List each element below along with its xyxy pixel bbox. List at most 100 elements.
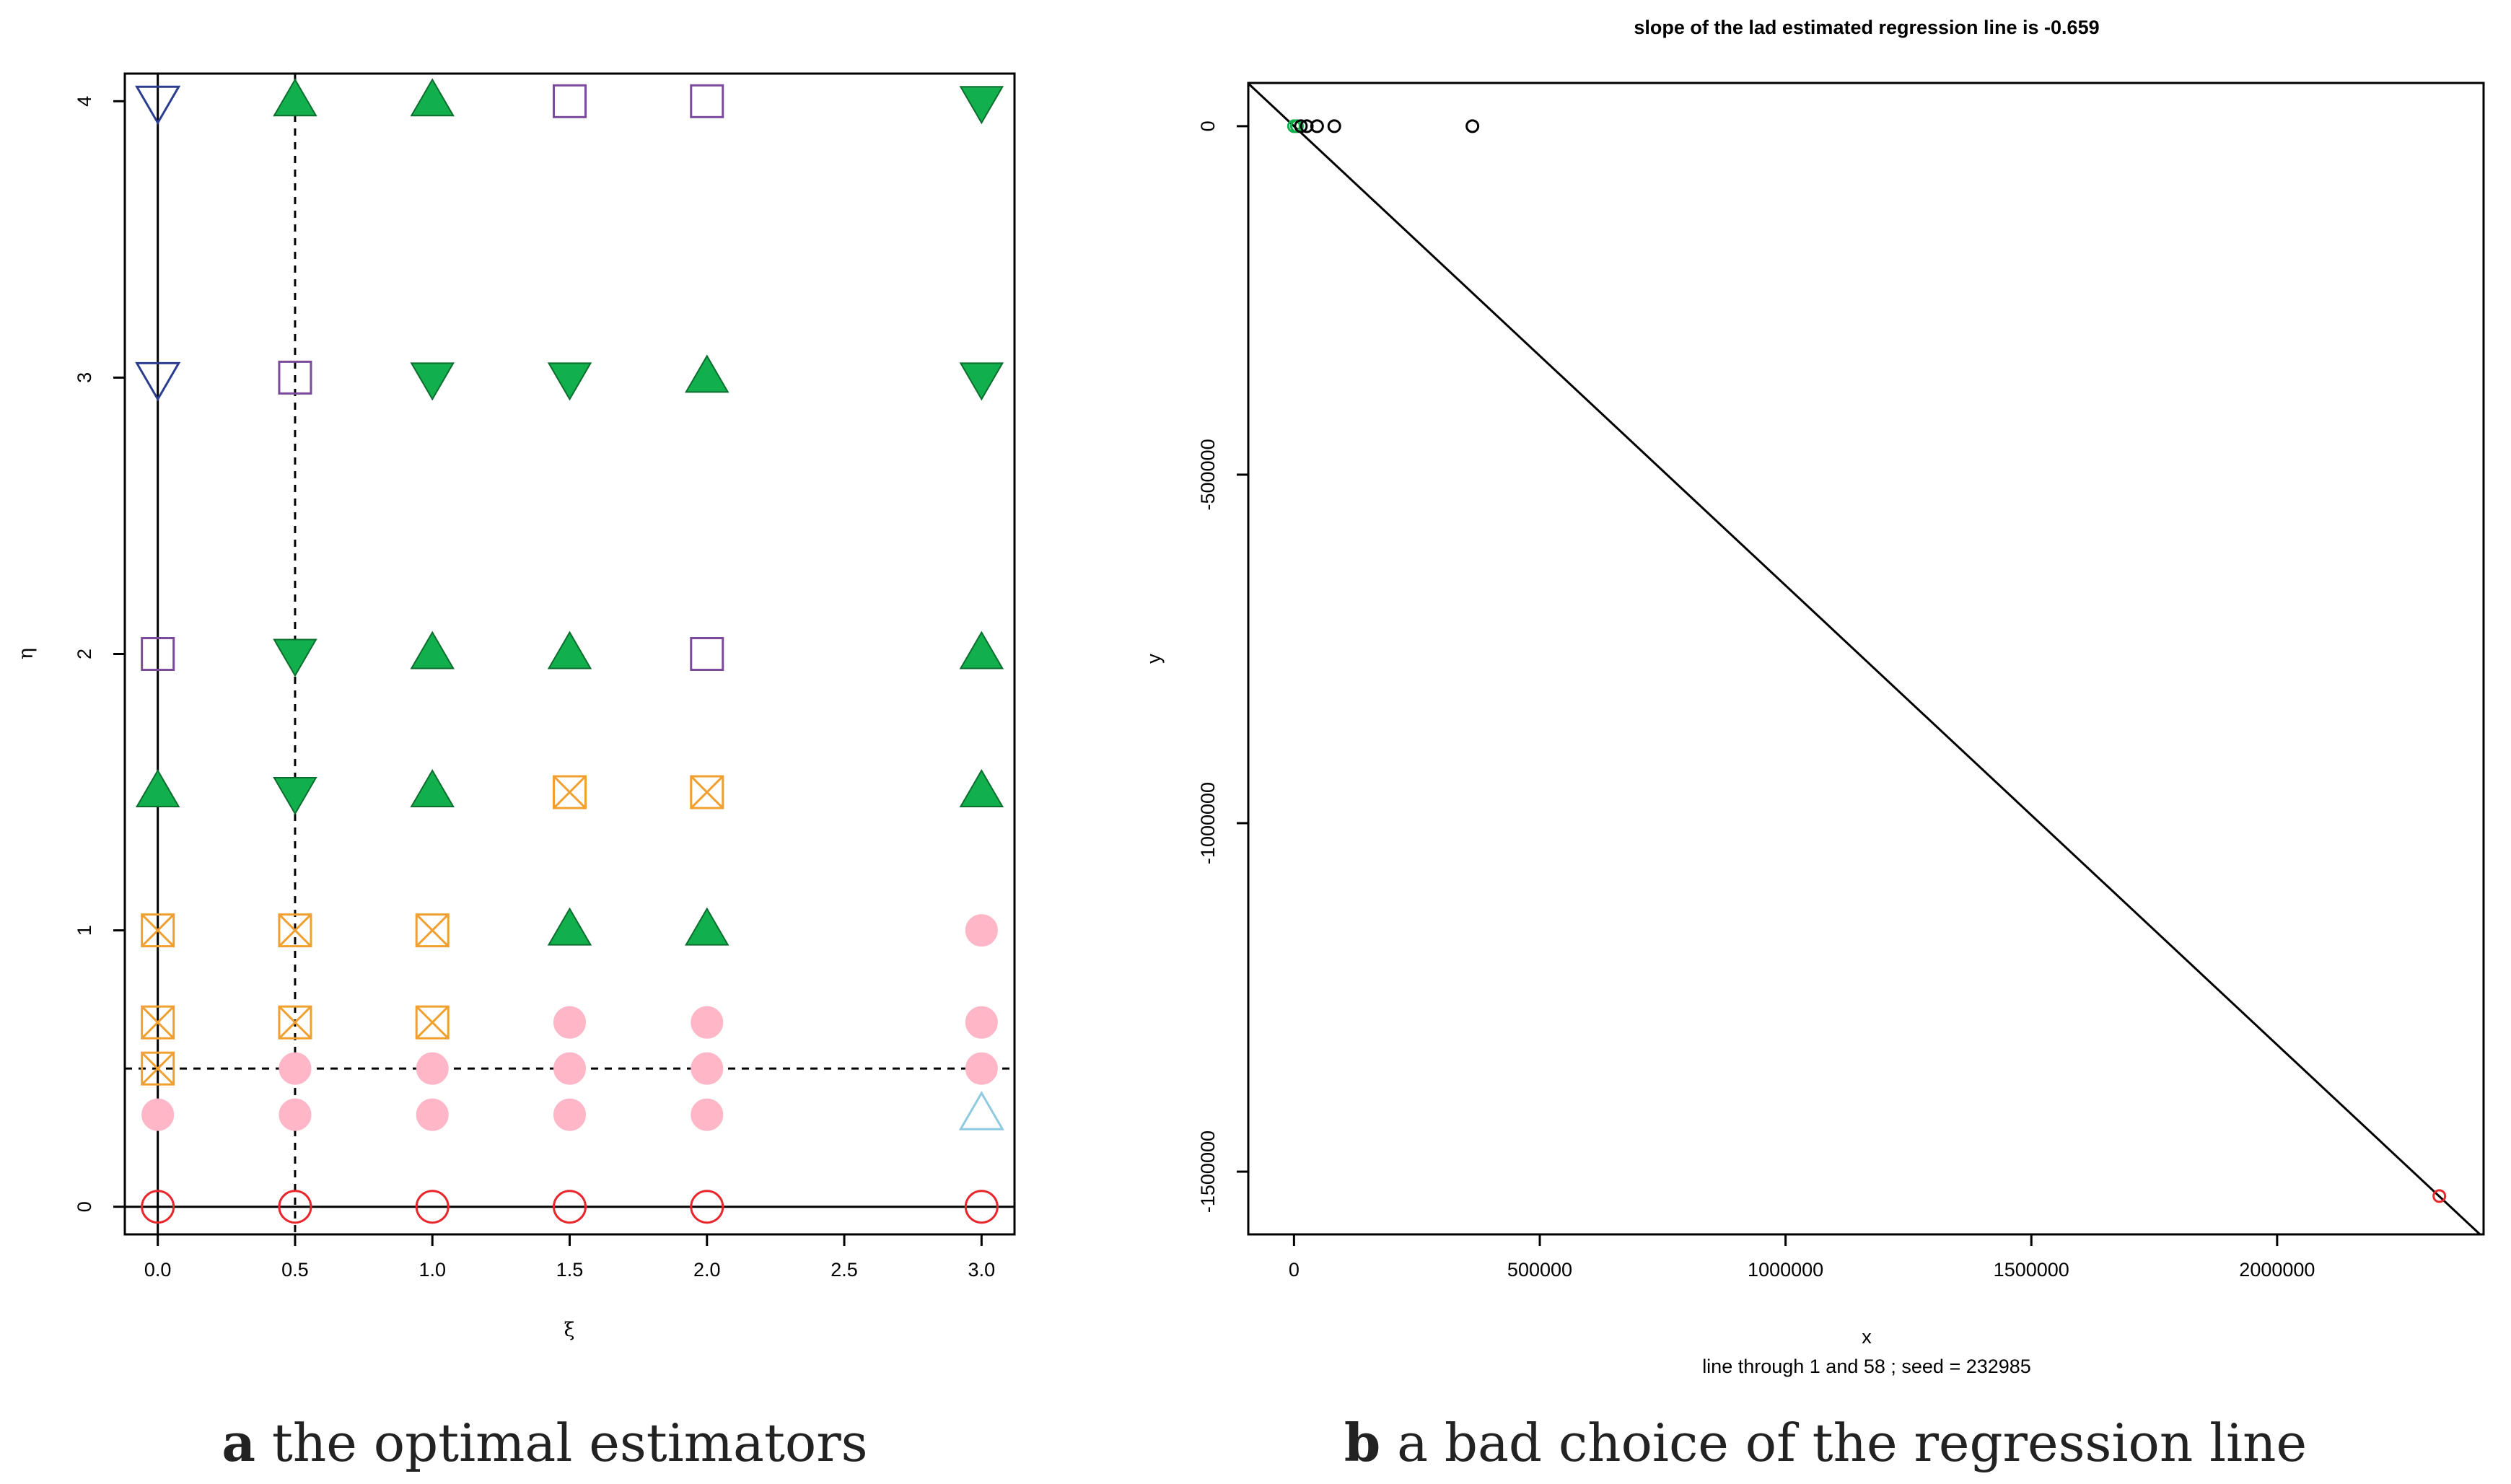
- point-circle-filled: [965, 1052, 998, 1085]
- point-triangle-down-filled: [959, 86, 1004, 125]
- point-circle-filled: [965, 1006, 998, 1039]
- y-tick-label: 1: [74, 925, 95, 936]
- regression-line: [1248, 83, 2482, 1234]
- data-point: [1300, 119, 1314, 133]
- x-tick-label: 1.5: [556, 1259, 584, 1281]
- data-point: [1294, 119, 1308, 133]
- point-circle-filled: [416, 1052, 449, 1085]
- panel-a-y-axis: 0 1 2 3 4: [74, 96, 125, 1212]
- point-triangle-up-filled: [959, 769, 1004, 808]
- point-box-x: [553, 775, 587, 809]
- panel-b-y-axis: 0 -500000 -1000000 -1500000: [1197, 120, 1248, 1213]
- panel-b-caption: b a bad choice of the regression line: [1344, 1412, 2307, 1473]
- point-circle-open: [964, 1190, 999, 1224]
- panel-b-regression-line: slope of the lad estimated regression li…: [1143, 17, 2485, 1473]
- point-circle-filled: [141, 1098, 175, 1131]
- point-square-open: [141, 637, 175, 671]
- panel-a-optimal-estimators: 0.0 0.5 1.0 1.5 2.0 2.5 3.0 0 1 2 3 4 ξ η a the op…: [15, 72, 1016, 1473]
- point-square-open: [553, 84, 587, 118]
- y-tick-label: -1000000: [1197, 782, 1219, 864]
- x-tick-label: 3.0: [968, 1259, 996, 1281]
- x-tick-label: 1000000: [1748, 1259, 1823, 1281]
- point-circle-open: [690, 1190, 724, 1224]
- point-triangle-down-filled: [410, 362, 455, 401]
- point-square-open: [278, 360, 312, 395]
- point-triangle-up-filled: [410, 78, 455, 117]
- panel-b-y-label: y: [1143, 654, 1165, 664]
- point-square-open: [690, 637, 724, 671]
- panel-a-points: [135, 78, 1004, 1224]
- x-tick-label: 0: [1289, 1259, 1300, 1281]
- point-triangle-down-open: [135, 85, 181, 126]
- x-tick-label: 0.5: [281, 1259, 309, 1281]
- panel-b-x-label: x: [1862, 1326, 1872, 1348]
- y-tick-label: 0: [74, 1201, 95, 1212]
- point-triangle-up-filled: [685, 354, 729, 393]
- point-triangle-down-open: [135, 361, 181, 402]
- panel-a-caption-label: a: [222, 1412, 255, 1473]
- data-point: [1289, 119, 1304, 133]
- x-tick-label: 0.0: [144, 1259, 172, 1281]
- panel-a-x-axis: 0.0 0.5 1.0 1.5 2.0 2.5 3.0: [144, 1234, 995, 1281]
- y-tick-label: -500000: [1197, 439, 1219, 510]
- panel-b-subtitle: line through 1 and 58 ; seed = 232985: [1702, 1356, 2031, 1377]
- point-circle-filled: [279, 1052, 312, 1085]
- point-box-x: [415, 1005, 450, 1040]
- point-triangle-up-filled: [135, 769, 180, 808]
- panel-b-caption-text: a bad choice of the regression line: [1397, 1413, 2307, 1473]
- point-circle-filled: [553, 1098, 586, 1131]
- point-circle-open: [278, 1190, 312, 1224]
- point-circle-filled: [553, 1052, 586, 1085]
- data-point: [1465, 119, 1480, 133]
- point-triangle-up-filled: [959, 631, 1004, 669]
- data-point: [2432, 1189, 2447, 1203]
- point-box-x: [141, 1051, 175, 1086]
- point-triangle-up-filled: [547, 631, 592, 669]
- point-circle-open: [415, 1190, 450, 1224]
- panel-b-points: [1287, 119, 2447, 1203]
- point-box-x: [278, 1005, 312, 1040]
- point-circle-filled: [691, 1006, 724, 1039]
- panel-a-x-label: ξ: [564, 1319, 575, 1341]
- point-circle-filled: [965, 914, 998, 947]
- point-triangle-down-filled: [273, 638, 317, 677]
- point-triangle-up-filled: [410, 769, 455, 808]
- panel-b-caption-label: b: [1344, 1412, 1380, 1473]
- x-tick-label: 500000: [1507, 1259, 1572, 1281]
- point-circle-filled: [691, 1098, 724, 1131]
- point-triangle-down-filled: [273, 777, 317, 816]
- x-tick-label: 1.0: [418, 1259, 446, 1281]
- y-tick-label: 4: [74, 96, 95, 107]
- panel-b-regression-line-group: [1248, 83, 2482, 1234]
- point-circle-open: [141, 1190, 175, 1224]
- point-triangle-down-filled: [547, 362, 592, 401]
- x-tick-label: 2000000: [2239, 1259, 2315, 1281]
- point-circle-filled: [691, 1052, 724, 1085]
- point-triangle-up-filled: [410, 631, 455, 669]
- point-triangle-up-filled: [685, 907, 729, 946]
- point-box-x: [141, 1005, 175, 1040]
- panel-b-plot-frame: [1247, 82, 2485, 1236]
- point-triangle-up-filled: [273, 78, 317, 117]
- point-box-x: [690, 775, 724, 809]
- point-box-x: [141, 913, 175, 948]
- x-tick-label: 1500000: [1994, 1259, 2069, 1281]
- point-circle-filled: [553, 1006, 586, 1039]
- panel-b-x-axis: 0 500000 1000000 1500000 2000000: [1289, 1234, 2315, 1281]
- panel-b-title: slope of the lad estimated regression li…: [1634, 17, 2099, 38]
- y-tick-label: 2: [74, 649, 95, 659]
- panel-a-y-label: η: [15, 648, 38, 659]
- point-triangle-up-filled: [547, 907, 592, 946]
- point-circle-filled: [416, 1098, 449, 1131]
- point-square-open: [690, 84, 724, 118]
- point-triangle-up-open: [958, 1091, 1004, 1130]
- point-circle-filled: [279, 1098, 312, 1131]
- panel-a-caption-text: the optimal estimators: [272, 1413, 868, 1473]
- point-triangle-down-filled: [959, 362, 1004, 401]
- point-box-x: [415, 913, 450, 948]
- point-box-x: [278, 913, 312, 948]
- data-point: [1310, 119, 1324, 133]
- data-point: [1327, 119, 1341, 133]
- y-tick-label: 3: [74, 372, 95, 383]
